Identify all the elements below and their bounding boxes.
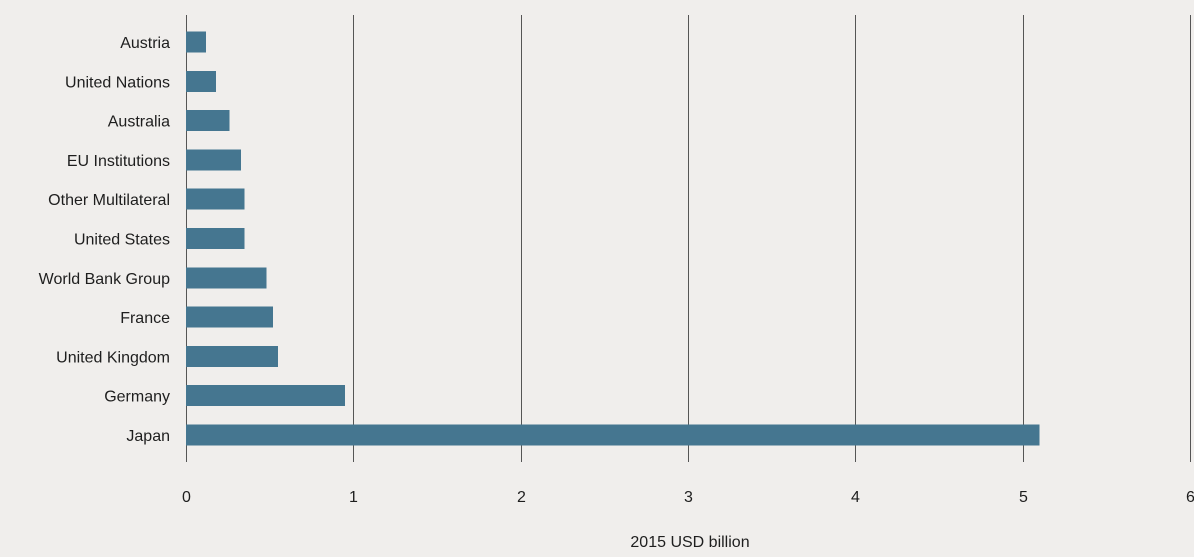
bar-france (186, 306, 273, 328)
x-tick-label-1: 1 (349, 489, 358, 506)
category-label-eu-institutions: EU Institutions (67, 153, 170, 170)
bar-world-bank-group (186, 267, 267, 289)
x-tick-label-0: 0 (182, 489, 191, 506)
category-label-united-states: United States (74, 232, 170, 249)
x-tick-label-5: 5 (1019, 489, 1028, 506)
bar-layer (186, 31, 1040, 446)
bar-germany (186, 385, 345, 407)
bar-united-nations (186, 70, 217, 92)
category-label-japan: Japan (126, 428, 170, 445)
bar-united-states (186, 228, 245, 249)
x-tick-labels: 0 1 2 3 4 5 6 (182, 489, 1194, 506)
category-label-other-multilateral: Other Multilateral (48, 192, 170, 209)
bar-japan (186, 424, 1040, 446)
category-label-world-bank-group: World Bank Group (39, 271, 170, 288)
bar-united-kingdom (186, 345, 278, 367)
category-labels: Austria United Nations Australia EU Institu… (39, 35, 170, 445)
bar-austria (186, 31, 207, 53)
x-tick-label-4: 4 (851, 489, 860, 506)
bar-australia (186, 110, 230, 132)
grid-layer (186, 15, 1191, 462)
x-tick-label-6: 6 (1186, 489, 1194, 506)
x-axis-title: 2015 USD billion (630, 534, 749, 551)
category-label-united-nations: United Nations (65, 74, 170, 91)
x-tick-label-2: 2 (517, 489, 526, 506)
x-tick-label-3: 3 (684, 489, 693, 506)
category-label-france: France (120, 310, 170, 327)
category-label-australia: Australia (108, 114, 170, 131)
category-label-germany: Germany (104, 389, 170, 406)
category-label-united-kingdom: United Kingdom (56, 349, 170, 366)
bar-eu-institutions (186, 149, 242, 171)
bar-other-multilateral (186, 188, 245, 210)
category-label-austria: Austria (120, 35, 170, 52)
